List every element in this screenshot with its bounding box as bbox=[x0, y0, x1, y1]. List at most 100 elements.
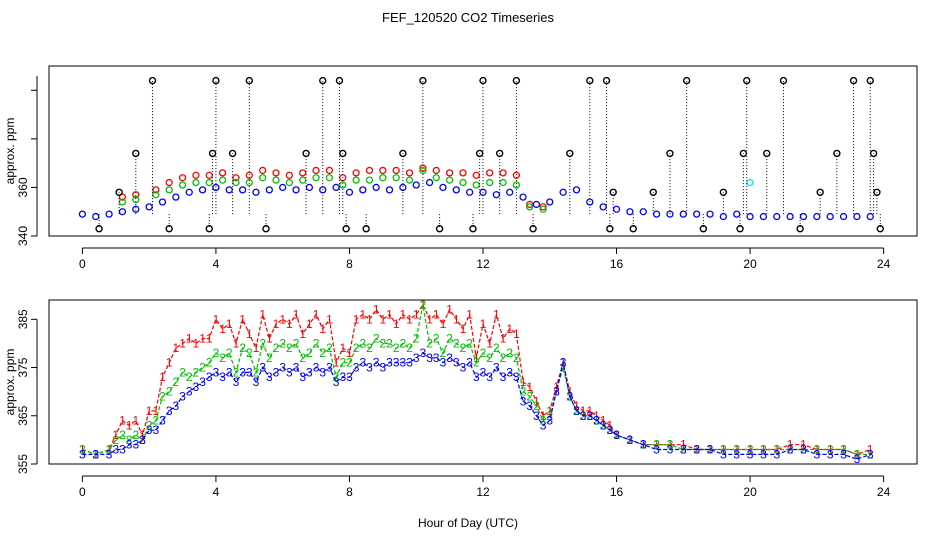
data-point bbox=[499, 178, 507, 187]
raw-point bbox=[339, 149, 347, 158]
data-point bbox=[285, 178, 294, 187]
point-label: 1 bbox=[480, 317, 487, 331]
y-tick-label: 340 bbox=[16, 226, 30, 246]
point-label: 3 bbox=[179, 389, 186, 403]
point-label: 1 bbox=[299, 327, 306, 341]
data-point bbox=[312, 166, 320, 175]
point-label: 1 bbox=[259, 307, 266, 321]
point-label: 1 bbox=[213, 312, 220, 326]
plot-frame bbox=[48, 65, 918, 237]
point-label: 2 bbox=[440, 346, 447, 360]
point-label: 2 bbox=[366, 341, 373, 355]
point-label: 2 bbox=[259, 336, 266, 350]
point-label: 3 bbox=[867, 447, 874, 461]
point-label: 1 bbox=[533, 394, 540, 408]
x-tick-label: 8 bbox=[346, 485, 353, 499]
point-label: 1 bbox=[433, 307, 440, 321]
point-label: 1 bbox=[546, 404, 553, 418]
point-label: 3 bbox=[326, 361, 333, 375]
point-label: 3 bbox=[319, 365, 326, 379]
point-label: 3 bbox=[246, 365, 253, 379]
x-tick-label: 24 bbox=[877, 485, 891, 499]
point-label: 1 bbox=[393, 317, 400, 331]
point-label: 3 bbox=[667, 443, 674, 457]
point-label: 2 bbox=[152, 414, 159, 428]
data-point bbox=[773, 212, 781, 221]
raw-point bbox=[566, 149, 574, 158]
point-label: 3 bbox=[139, 433, 146, 447]
point-label: 3 bbox=[366, 361, 373, 375]
series-1 bbox=[118, 164, 547, 211]
point-label: 2 bbox=[733, 443, 740, 457]
x-tick-label: 0 bbox=[79, 485, 86, 499]
point-label: 3 bbox=[653, 443, 660, 457]
raw-point bbox=[495, 149, 504, 158]
point-label: 2 bbox=[526, 389, 533, 403]
data-point bbox=[445, 176, 454, 184]
data-point bbox=[452, 186, 460, 194]
raw-point bbox=[205, 225, 213, 233]
point-label: 3 bbox=[333, 375, 340, 389]
point-label: 3 bbox=[513, 370, 520, 384]
data-point bbox=[379, 174, 387, 182]
data-point bbox=[152, 191, 160, 199]
point-label: 2 bbox=[306, 346, 313, 360]
point-label: 1 bbox=[339, 341, 346, 355]
data-point bbox=[92, 212, 100, 221]
raw-point bbox=[666, 149, 674, 158]
point-label: 3 bbox=[339, 370, 346, 384]
point-label: 2 bbox=[319, 346, 326, 360]
data-point bbox=[292, 186, 300, 194]
data-point bbox=[238, 186, 247, 194]
raw-point bbox=[816, 188, 824, 196]
point-label: 3 bbox=[440, 356, 447, 370]
point-label: 2 bbox=[106, 443, 113, 457]
point-label: 1 bbox=[253, 341, 260, 355]
point-label: 2 bbox=[119, 428, 126, 442]
point-label: 2 bbox=[386, 336, 393, 350]
series-line bbox=[82, 303, 871, 456]
point-label: 3 bbox=[286, 365, 293, 379]
point-label: 1 bbox=[112, 428, 119, 442]
point-label: 2 bbox=[132, 428, 139, 442]
point-label: 2 bbox=[513, 351, 520, 365]
x-tick-label: 0 bbox=[79, 257, 86, 271]
data-point bbox=[853, 212, 861, 221]
data-point bbox=[432, 174, 440, 182]
point-label: 1 bbox=[173, 341, 180, 355]
series-2 bbox=[118, 166, 547, 213]
raw-point bbox=[602, 76, 611, 85]
data-point bbox=[866, 212, 874, 221]
series-line bbox=[82, 352, 871, 460]
point-label: 1 bbox=[513, 327, 520, 341]
point-label: 3 bbox=[233, 375, 240, 389]
point-label: 1 bbox=[520, 375, 527, 389]
data-point bbox=[285, 171, 294, 179]
raw-point bbox=[148, 76, 157, 85]
point-label: 1 bbox=[179, 336, 186, 350]
point-label: 2 bbox=[186, 370, 193, 384]
point-label: 2 bbox=[339, 356, 346, 370]
point-label: 1 bbox=[359, 307, 366, 321]
raw-point bbox=[302, 149, 310, 158]
x-tick-label: 12 bbox=[476, 485, 490, 499]
point-label: 2 bbox=[313, 336, 320, 350]
raw-point bbox=[435, 225, 444, 233]
point-label: 1 bbox=[553, 380, 560, 394]
point-label: 1 bbox=[506, 322, 513, 336]
point-label: 2 bbox=[273, 341, 280, 355]
data-point bbox=[325, 174, 334, 182]
data-point bbox=[405, 169, 414, 177]
point-label: 1 bbox=[226, 317, 233, 331]
point-label: 1 bbox=[333, 356, 340, 370]
data-point bbox=[218, 176, 227, 184]
data-point bbox=[546, 198, 554, 206]
point-label: 1 bbox=[593, 409, 600, 423]
point-label: 3 bbox=[92, 447, 99, 461]
point-label: 3 bbox=[346, 370, 353, 384]
point-label: 3 bbox=[546, 414, 553, 428]
point-label: 2 bbox=[112, 433, 119, 447]
point-label: 3 bbox=[393, 356, 400, 370]
point-label: 2 bbox=[720, 443, 727, 457]
